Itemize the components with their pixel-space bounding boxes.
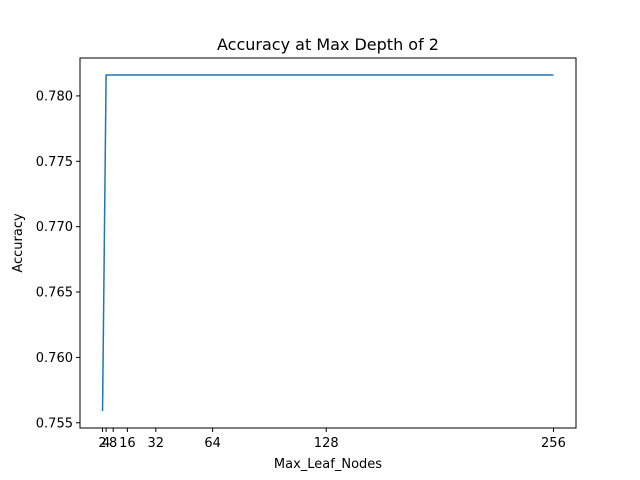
x-tick-label: 8: [109, 436, 117, 451]
x-tick-label: 32: [148, 436, 165, 451]
plot-area: 0.755 0.760 0.765 0.770 0.775 0.780 248 16 32 64…: [36, 57, 577, 451]
x-tick-label: 2: [98, 436, 106, 451]
x-tick-label: 256: [541, 436, 566, 451]
y-tick-label: 0.780: [36, 89, 73, 104]
x-tick-label: 4: [102, 436, 110, 451]
axes-frame: [79, 57, 577, 429]
series-group: [101, 74, 554, 412]
x-axis-label: Max_Leaf_Nodes: [274, 457, 382, 472]
y-tick-label: 0.765: [36, 286, 73, 301]
y-tick-label: 0.770: [36, 220, 73, 235]
y-tick-label: 0.775: [36, 155, 73, 170]
chart-title: Accuracy at Max Depth of 2: [217, 35, 439, 54]
accuracy-series-line: [101, 74, 554, 412]
y-tick-label: 0.760: [36, 351, 73, 366]
x-tick-label: 16: [119, 436, 136, 451]
y-axis-label: Accuracy: [11, 213, 26, 273]
x-tick-label: 64: [204, 436, 221, 451]
y-tick-label: 0.755: [36, 416, 73, 431]
x-tick-label: 128: [314, 436, 339, 451]
x-axis-ticks: 248 16 32 64 128 256: [98, 428, 566, 451]
y-axis-ticks: 0.755 0.760 0.765 0.770 0.775 0.780: [36, 89, 80, 431]
